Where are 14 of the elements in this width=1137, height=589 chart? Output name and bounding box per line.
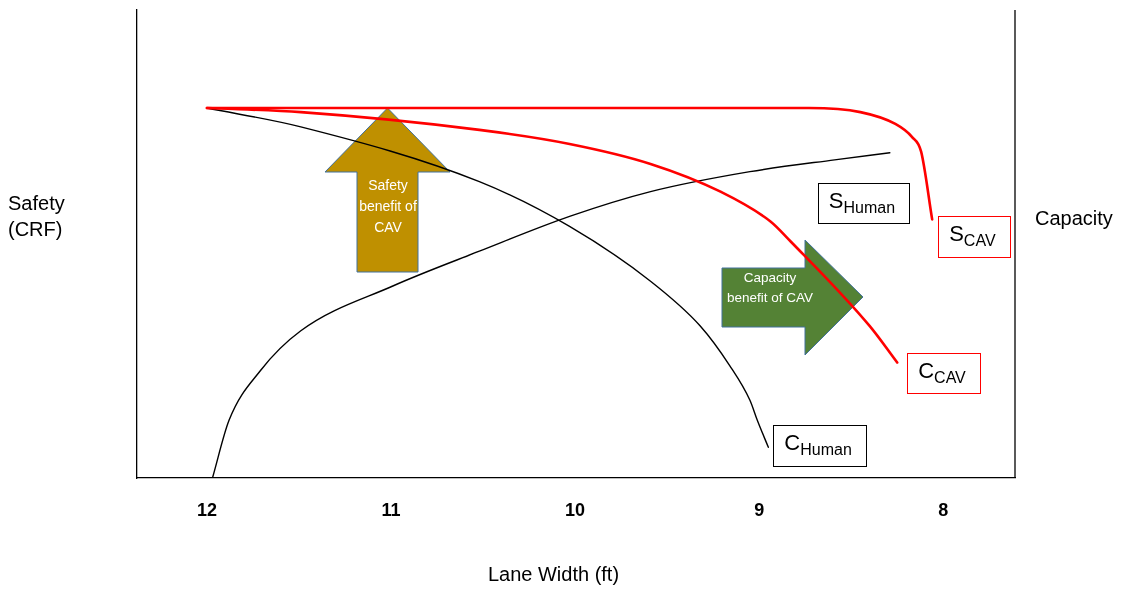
series-label: C$_{Human}$ — [773, 425, 867, 467]
x-tick-label: 9 — [754, 499, 765, 520]
y-axis-title: Safety (CRF) — [8, 191, 66, 242]
annotation: Capacity benefit of CAV — [725, 269, 815, 307]
series-label: C$_{CAV}$ — [907, 352, 981, 394]
x-axis-title: Lane Width (ft) — [486, 562, 621, 587]
x-tick-label: 11 — [381, 499, 401, 520]
annotation: Safety benefit of CAV — [358, 176, 418, 237]
x-tick-label: 10 — [565, 499, 586, 520]
series-label: S$_{Human}$ — [817, 182, 911, 225]
x-tick-label: 12 — [196, 499, 217, 520]
series-label: S$_{CAV}$ — [938, 216, 1011, 258]
x-tick-label: 8 — [938, 499, 949, 520]
y2-axis-title: Capacity — [1035, 206, 1113, 231]
